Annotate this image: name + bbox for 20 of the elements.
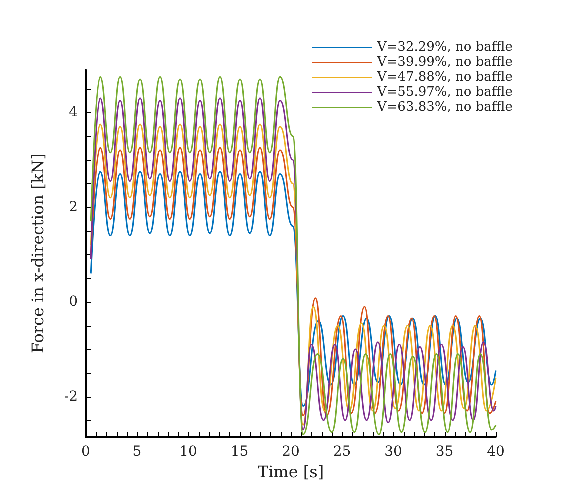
y-axis-title: Force in x-direction [kN] [28,154,48,354]
x-tick-label: 5 [132,444,142,460]
legend-label: V=55.97%, no baffle [376,85,514,100]
y-tick-label: 2 [69,199,78,216]
x-axis-title: Time [s] [258,462,324,482]
x-tick-label: 0 [82,444,90,460]
x-tick-label: 35 [436,444,454,460]
y-tick-label: -2 [64,388,78,405]
x-tick-label: 30 [384,444,402,460]
x-tick-label: 15 [230,444,249,460]
y-tick-label: 0 [69,294,78,310]
legend-label: V=39.99%, no baffle [376,55,514,70]
y-tick-label: 4 [69,104,78,121]
x-tick-label: 10 [180,444,198,460]
x-tick-label: 20 [282,444,300,460]
x-tick-label: 40 [487,444,505,460]
legend-label: V=47.88%, no baffle [376,70,514,85]
x-tick-label: 25 [333,444,352,460]
legend-label: V=63.83%, no baffle [376,100,514,115]
legend-label: V=32.29%, no baffle [376,40,514,55]
